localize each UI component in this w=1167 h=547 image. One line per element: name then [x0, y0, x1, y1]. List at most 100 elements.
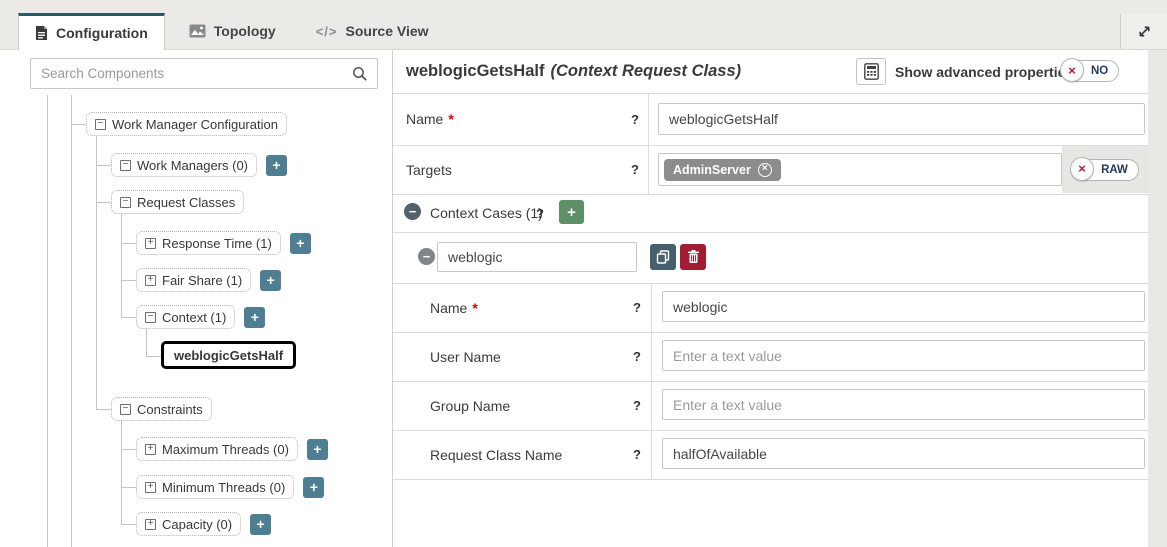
add-response-time-button[interactable]: + [289, 232, 311, 254]
divider [393, 430, 1148, 431]
tree-node-work-managers: − Work Managers (0) + [111, 153, 288, 177]
name-input[interactable] [658, 103, 1145, 135]
divider [393, 381, 1148, 382]
calculator-button[interactable] [856, 58, 886, 85]
tree-node-label: Fair Share (1) [162, 272, 243, 288]
toggle-state-label: NO [1091, 65, 1109, 77]
required-marker: * [472, 299, 478, 316]
case-name-field-label: Name * [430, 299, 478, 316]
delete-case-button[interactable] [680, 244, 706, 270]
expand-toggle-icon[interactable]: + [145, 481, 156, 493]
tree-node-weblogicgetshalf-selected: weblogicGetsHalf [161, 341, 297, 369]
tree-line [121, 487, 136, 488]
expand-toggle-icon[interactable]: + [145, 443, 156, 455]
collapse-toggle-icon[interactable]: − [120, 159, 131, 171]
toggle-x-icon: × [1070, 156, 1095, 181]
tree-node-label: Response Time (1) [162, 235, 272, 251]
advanced-properties-toggle[interactable]: × NO [1060, 58, 1120, 82]
expand-icon [1137, 24, 1152, 39]
tab-topology[interactable]: Topology [173, 13, 292, 49]
raw-toggle-cell: × RAW [1062, 146, 1148, 193]
tab-configuration-label: Configuration [56, 25, 148, 41]
tree-line [96, 202, 111, 203]
tree-line [71, 95, 72, 547]
copy-case-button[interactable] [650, 244, 676, 270]
divider [651, 283, 652, 479]
tree-node-request-classes: − Request Classes [111, 190, 245, 214]
request-class-name-field-label: Request Class Name [430, 446, 563, 463]
add-capacity-button[interactable]: + [250, 513, 272, 535]
add-maximum-threads-button[interactable]: + [306, 438, 328, 460]
add-minimum-threads-button[interactable]: + [303, 476, 325, 498]
group-name-input[interactable] [662, 389, 1145, 420]
page-title-type: (Context Request Class) [550, 62, 742, 80]
page-title: weblogicGetsHalf (Context Request Class) [406, 50, 741, 93]
targets-input[interactable]: AdminServer × [658, 153, 1062, 186]
divider [393, 194, 1148, 195]
tree-line [71, 124, 86, 125]
case-name-input[interactable] [437, 242, 637, 272]
divider [648, 93, 649, 194]
search-input[interactable] [31, 59, 377, 88]
search-box [30, 58, 378, 89]
expand-window-button[interactable] [1120, 14, 1167, 49]
collapse-case-button[interactable]: − [418, 248, 435, 265]
advanced-properties-label: Show advanced properties [895, 63, 1074, 80]
add-context-button[interactable]: + [244, 306, 266, 328]
tree-node-label: Request Classes [137, 194, 236, 210]
collapse-toggle-icon[interactable]: − [120, 403, 131, 415]
help-icon[interactable]: ? [633, 398, 641, 413]
user-name-input[interactable] [662, 340, 1145, 371]
collapse-toggle-icon[interactable]: − [145, 311, 156, 323]
name-field-label: Name * [406, 111, 454, 127]
help-icon[interactable]: ? [633, 300, 641, 315]
help-icon[interactable]: ? [633, 447, 641, 462]
search-icon[interactable] [352, 66, 368, 82]
add-fair-share-button[interactable]: + [260, 269, 282, 291]
expand-toggle-icon[interactable]: + [145, 237, 156, 249]
help-icon[interactable]: ? [631, 162, 639, 177]
tree-node-label: Minimum Threads (0) [162, 479, 286, 495]
tree-node-label: Maximum Threads (0) [162, 441, 289, 457]
component-tree-panel: −Work Manager Configuration −Work Manage… [0, 50, 393, 547]
collapse-toggle-icon[interactable]: − [120, 196, 131, 208]
collapse-toggle-icon[interactable]: − [95, 118, 106, 130]
help-icon[interactable]: ? [631, 111, 639, 127]
tree-node-maximum-threads: + Maximum Threads (0) + [136, 437, 328, 461]
tree-node-response-time: + Response Time (1) + [136, 231, 311, 255]
tree-node-fair-share: + Fair Share (1) + [136, 268, 282, 292]
targets-chip-label: AdminServer [673, 162, 751, 177]
tree-node-label: Constraints [137, 401, 203, 417]
tree-line [121, 214, 122, 317]
collapse-section-button[interactable]: − [404, 203, 421, 220]
tab-topology-label: Topology [213, 23, 276, 39]
tree-node-work-manager-configuration: − Work Manager Configuration [86, 112, 287, 136]
targets-chip[interactable]: AdminServer × [664, 158, 781, 181]
divider [393, 332, 1148, 333]
calculator-icon [863, 63, 879, 80]
add-context-case-button[interactable]: + [559, 200, 584, 224]
raw-toggle[interactable]: × RAW [1070, 156, 1139, 181]
required-marker: * [448, 111, 454, 127]
trash-icon [687, 250, 700, 264]
tree-node-capacity: + Capacity (0) + [136, 512, 272, 536]
tree-line [121, 243, 136, 244]
help-icon[interactable]: ? [633, 349, 641, 364]
tree-line [121, 449, 136, 450]
expand-toggle-icon[interactable]: + [145, 518, 156, 530]
divider [393, 232, 1148, 233]
divider [393, 145, 1148, 146]
tree-node-label: Work Managers (0) [137, 157, 249, 173]
add-work-manager-button[interactable]: + [266, 154, 288, 176]
tree-line [146, 329, 147, 356]
case-name-field-input[interactable] [662, 291, 1145, 322]
help-icon[interactable]: ? [536, 205, 544, 221]
request-class-name-input[interactable] [662, 438, 1145, 469]
tab-source-view[interactable]: </> Source View [300, 13, 445, 49]
toggle-x-icon: × [1060, 58, 1084, 82]
tree-line [96, 165, 111, 166]
expand-toggle-icon[interactable]: + [145, 274, 156, 286]
tree-line [146, 356, 161, 357]
tab-configuration[interactable]: Configuration [18, 13, 165, 50]
chip-remove-icon[interactable]: × [757, 162, 772, 177]
